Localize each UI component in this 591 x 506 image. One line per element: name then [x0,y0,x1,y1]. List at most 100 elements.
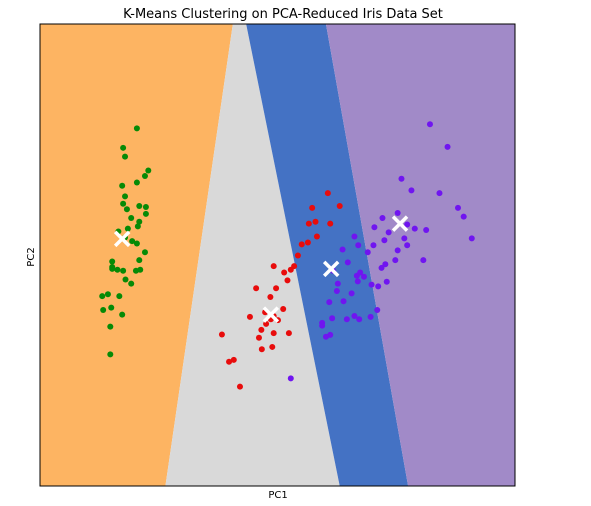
cluster-red-point [294,252,301,259]
cluster-purple-point [355,242,362,249]
cluster-purple-point [326,299,333,306]
cluster-red-point [312,218,319,225]
cluster-purple-point [375,283,382,290]
cluster-green-point [133,240,140,247]
centroid-markers [113,215,409,323]
cluster-purple-point [368,281,375,288]
cluster-purple-point [364,249,371,256]
cluster-purple-point [322,333,329,340]
cluster-red-point [226,358,233,365]
cluster-red-point [336,203,343,210]
cluster-green-point [104,291,111,298]
cluster-purple-point [385,229,392,236]
cluster-green-point [120,267,127,274]
cluster-red-point [273,285,280,292]
cluster-red-point [255,334,262,341]
cluster-red-point [270,330,277,337]
cluster-red-point [324,190,331,197]
cluster-purple-point [382,261,389,268]
centroid-red [262,306,280,323]
cluster-green-point [136,257,143,264]
cluster-green-point [120,200,127,207]
cluster-purple-point [334,280,341,287]
cluster-green-point [100,306,107,313]
region-blue [246,24,409,486]
cluster-purple-point [333,288,340,295]
cluster-purple-point [381,237,388,244]
cluster-green-point [109,258,116,265]
cluster-purple-point [444,143,451,150]
cluster-green-point [133,179,140,186]
cluster-purple-point [460,213,467,220]
cluster-green-point [107,323,114,330]
cluster-red-point [313,233,320,240]
cluster-red-point [309,204,316,211]
cluster-red-point [270,263,277,270]
cluster-red-point [305,220,312,227]
cluster-red-point [258,326,265,333]
cluster-red-point [298,241,305,248]
cluster-purple-point [394,209,401,216]
cluster-purple-point [348,290,355,297]
cluster-purple-point [356,316,363,323]
cluster-green-point [109,264,116,271]
cluster-purple-point [420,257,427,264]
cluster-red-point [218,331,225,338]
cluster-green-point [119,311,126,318]
cluster-purple-point [401,235,408,242]
cluster-red-point [236,383,243,390]
cluster-green-point [141,249,148,256]
cluster-purple-point [371,224,378,231]
cluster-green-point [99,293,106,300]
cluster-purple-point [394,247,401,254]
cluster-purple-point [344,259,351,266]
cluster-purple-point [468,235,475,242]
cluster-red-point [269,343,276,350]
centroid-blue [322,260,340,278]
chart-title: K-Means Clustering on PCA-Reduced Iris D… [123,7,443,22]
cluster-purple-point [392,257,399,264]
cluster-green-point [145,167,152,174]
region-orange [40,24,233,486]
cluster-purple-point [404,242,411,249]
cluster-green-point [122,153,129,160]
cluster-green-point [141,172,148,179]
cluster-green-point [123,206,130,213]
cluster-red-point [267,294,274,301]
cluster-green-point [136,218,143,225]
cluster-green-point [133,125,140,132]
cluster-purple-point [426,121,433,128]
cluster-red-point [246,313,253,320]
cluster-purple-point [340,298,347,305]
cluster-purple-point [436,190,443,197]
centroid-purple [391,215,409,232]
cluster-purple-point [339,246,346,253]
cluster-red-point [230,356,237,363]
cluster-purple-point [374,306,381,313]
cluster-red-point [258,346,265,353]
cluster-purple-point [319,322,326,329]
region-gray [165,24,340,486]
cluster-red-point [280,306,287,313]
cluster-red-point [281,269,288,276]
cluster-purple-point [378,264,385,271]
cluster-purple-point [411,225,418,232]
cluster-purple-point [287,375,294,382]
cluster-green-point [129,238,136,245]
cluster-purple-point [351,233,358,240]
cluster-green-point [128,215,135,222]
cluster-green-point [119,182,126,189]
cluster-green-point [114,266,121,273]
cluster-purple-point [408,187,415,194]
y-axis-label: PC2 [26,247,37,266]
cluster-red-point [285,330,292,337]
cluster-green-point [142,203,149,210]
cluster-purple-point [383,278,390,285]
cluster-green-point [128,280,135,287]
cluster-purple-point [379,215,386,222]
cluster-green-point [122,193,129,200]
decision-regions [40,24,515,486]
data-points [99,121,475,390]
cluster-purple-point [370,242,377,249]
